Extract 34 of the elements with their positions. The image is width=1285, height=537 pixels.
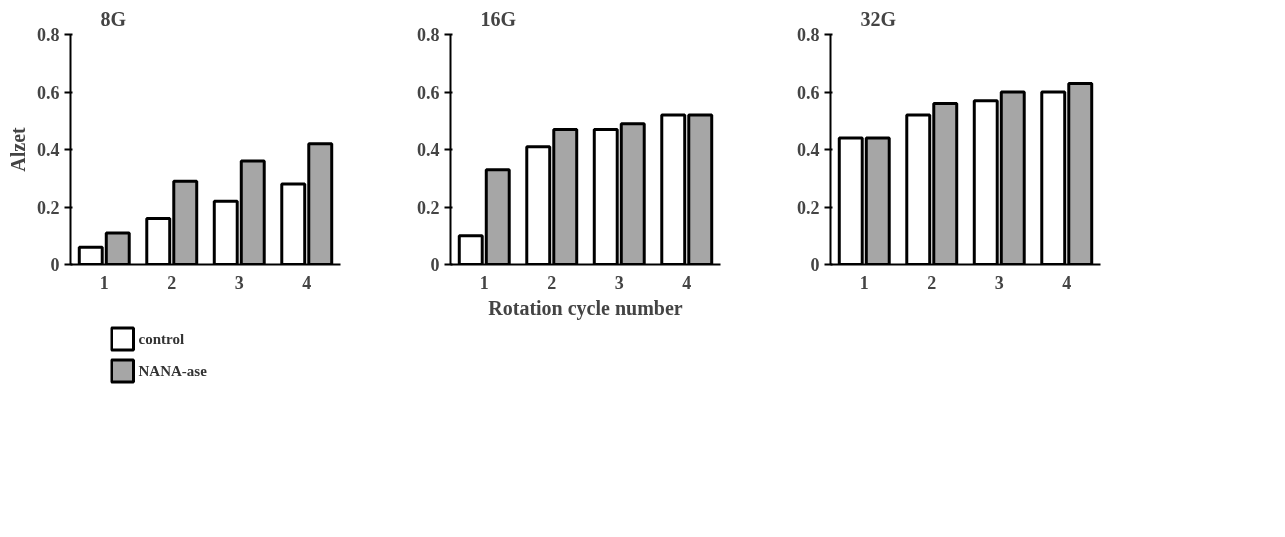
x-tick-label: 4 xyxy=(682,272,692,293)
y-tick-label: 0 xyxy=(430,255,440,275)
x-tick-label: 2 xyxy=(547,272,557,293)
x-tick-label: 2 xyxy=(927,272,937,293)
y-tick-label: 0.8 xyxy=(417,25,440,45)
y-tick-label: 0.4 xyxy=(417,140,440,160)
y-tick-label: 0.2 xyxy=(417,197,440,218)
x-tick-label: 3 xyxy=(994,272,1004,293)
x-tick-label: 4 xyxy=(302,272,312,293)
y-tick-label: 0.2 xyxy=(37,197,60,218)
y-tick-label: 0.6 xyxy=(37,82,60,103)
x-tick-label: 1 xyxy=(479,272,489,293)
x-tick-label: 1 xyxy=(99,272,109,293)
legend-label: control xyxy=(138,331,185,348)
x-tick-label: 3 xyxy=(614,272,624,293)
y-tick-label: 0.4 xyxy=(37,140,60,160)
y-axis-title: Alzet xyxy=(7,126,29,172)
y-tick-label: 0.8 xyxy=(797,25,820,45)
y-tick-label: 0.2 xyxy=(797,197,820,218)
y-tick-label: 0 xyxy=(810,255,820,275)
x-tick-label: 1 xyxy=(859,272,869,293)
y-tick-label: 0 xyxy=(50,255,60,275)
y-tick-label: 0.8 xyxy=(37,25,60,45)
chart-title: 8G xyxy=(100,7,127,30)
chart-title: 16G xyxy=(480,7,517,30)
y-tick-label: 0.4 xyxy=(797,140,820,160)
x-axis-title: Rotation cycle number xyxy=(488,296,683,320)
x-tick-label: 2 xyxy=(167,272,177,293)
x-tick-label: 4 xyxy=(1062,272,1072,293)
chart-title: 32G xyxy=(860,7,897,30)
legend-label: NANA-ase xyxy=(138,363,208,380)
x-tick-label: 3 xyxy=(234,272,244,293)
y-tick-label: 0.6 xyxy=(797,82,820,103)
y-tick-label: 0.6 xyxy=(417,82,440,103)
